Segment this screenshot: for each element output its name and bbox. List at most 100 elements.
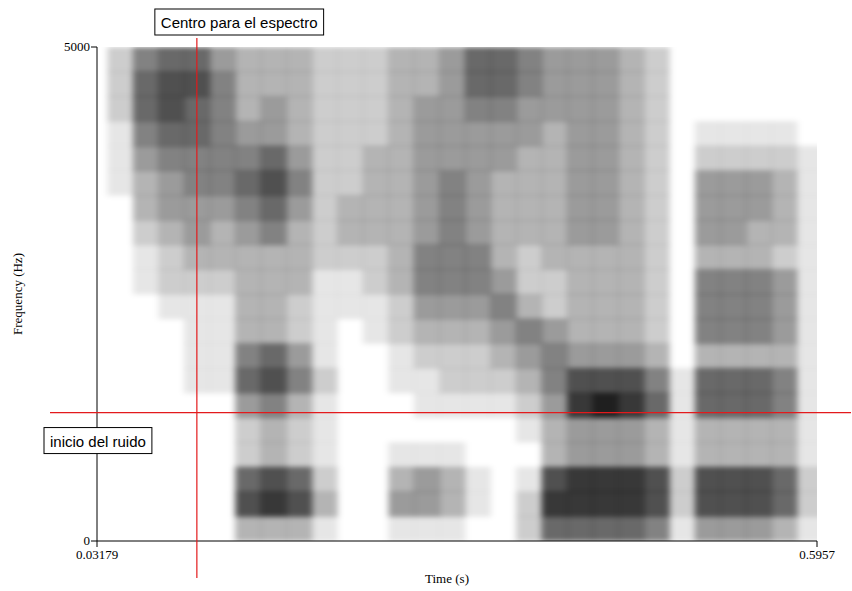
cell [491,195,517,220]
cell [337,245,363,270]
cell [567,442,593,467]
cell [261,269,287,294]
cell [618,393,644,418]
cell [720,343,746,368]
cell [439,96,465,121]
annotation-text: inicio del ruido [50,433,146,450]
cell [235,393,261,418]
cell [695,96,721,121]
cell [491,294,517,319]
cell [516,343,542,368]
cell [465,467,491,492]
cell [746,467,772,492]
cell [797,467,817,492]
cell [491,319,517,344]
cell [516,269,542,294]
cell [644,418,670,443]
cell [363,146,389,171]
cell [261,319,287,344]
cell [797,319,817,344]
cell [567,467,593,492]
annotation-frame [44,428,152,454]
cell [159,516,185,541]
annotation-line [196,38,197,578]
cell [210,96,236,121]
cell [439,220,465,245]
cell [414,121,440,146]
cell [618,418,644,443]
cell [159,72,185,97]
cell [465,294,491,319]
cell [363,171,389,196]
cell [797,72,817,97]
cell [516,418,542,443]
cell [542,269,568,294]
cell [669,47,695,72]
cell [695,516,721,541]
cell [593,220,619,245]
cell [567,72,593,97]
cell [363,121,389,146]
cell [593,195,619,220]
cell [695,121,721,146]
cell [797,171,817,196]
cell [235,96,261,121]
x-tick-label: 0.03179 [76,547,118,562]
cell [388,294,414,319]
cell [465,220,491,245]
cell [439,516,465,541]
cell [593,171,619,196]
cell [337,72,363,97]
cell [312,442,338,467]
cell [312,195,338,220]
cell [107,343,133,368]
cell [159,245,185,270]
cell [516,220,542,245]
cell [465,343,491,368]
cell [465,269,491,294]
cell [388,343,414,368]
cell [746,121,772,146]
cell [133,269,159,294]
cell [771,195,797,220]
cell [363,220,389,245]
cell [312,393,338,418]
cell [695,146,721,171]
cell [210,294,236,319]
cell [286,72,312,97]
cell [567,47,593,72]
cell [618,245,644,270]
cell [286,47,312,72]
cell [669,319,695,344]
cell [644,467,670,492]
cell [286,492,312,517]
cell [491,146,517,171]
cell [593,72,619,97]
cell [210,121,236,146]
cell [133,368,159,393]
cell [542,220,568,245]
cell [363,245,389,270]
cell [695,294,721,319]
cell [261,294,287,319]
cell [465,96,491,121]
cell [542,393,568,418]
cell [618,220,644,245]
cell [797,121,817,146]
cell [491,467,517,492]
cell [210,418,236,443]
cell [465,516,491,541]
cell [133,96,159,121]
cell [107,195,133,220]
cell [363,294,389,319]
cell [159,269,185,294]
annotation-line [50,412,851,413]
cell [644,96,670,121]
cell [771,47,797,72]
cell [414,47,440,72]
cell [567,516,593,541]
cell [388,467,414,492]
cell [210,269,236,294]
cell [669,418,695,443]
cell [618,195,644,220]
